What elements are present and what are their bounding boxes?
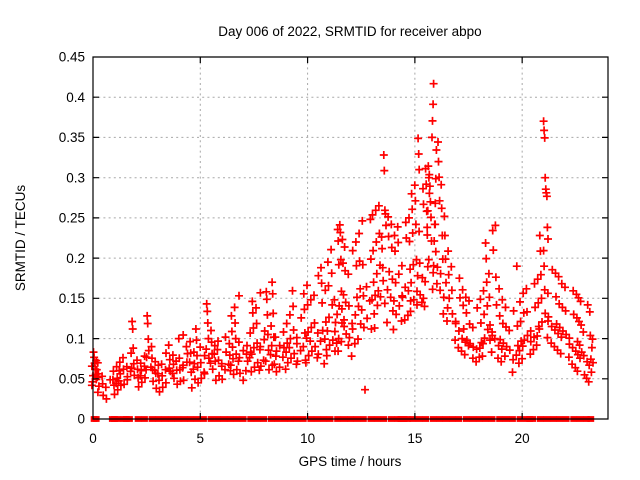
y-tick-label: 0.15 <box>59 291 85 306</box>
x-tick-label: 0 <box>89 431 97 446</box>
y-tick-label: 0.35 <box>59 130 85 145</box>
axes-frame <box>92 56 609 420</box>
x-axis-label: GPS time / hours <box>299 454 402 469</box>
tick-labels: 0 5 10 15 20 0 0.05 0.1 0.15 0.2 0.25 0.3 0.35 0.4 0.4… <box>59 50 530 446</box>
y-tick-label: 0.25 <box>59 211 85 226</box>
y-tick-label: 0.4 <box>66 90 85 105</box>
x-tick-label: 5 <box>197 431 205 446</box>
x-tick-label: 15 <box>407 431 422 446</box>
x-tick-label: 10 <box>300 431 315 446</box>
x-tick-label: 20 <box>515 431 530 446</box>
chart-title: Day 006 of 2022, SRMTID for receiver abp… <box>218 24 481 39</box>
y-axis-label: SRMTID / TECUs <box>13 185 28 292</box>
scatter-points <box>87 79 597 403</box>
y-tick-label: 0.2 <box>66 251 85 266</box>
y-tick-label: 0.1 <box>66 331 85 346</box>
y-tick-label: 0.3 <box>66 170 85 185</box>
y-tick-label: 0 <box>77 412 85 427</box>
y-tick-label: 0.45 <box>59 50 85 65</box>
y-tick-label: 0.05 <box>59 372 85 387</box>
